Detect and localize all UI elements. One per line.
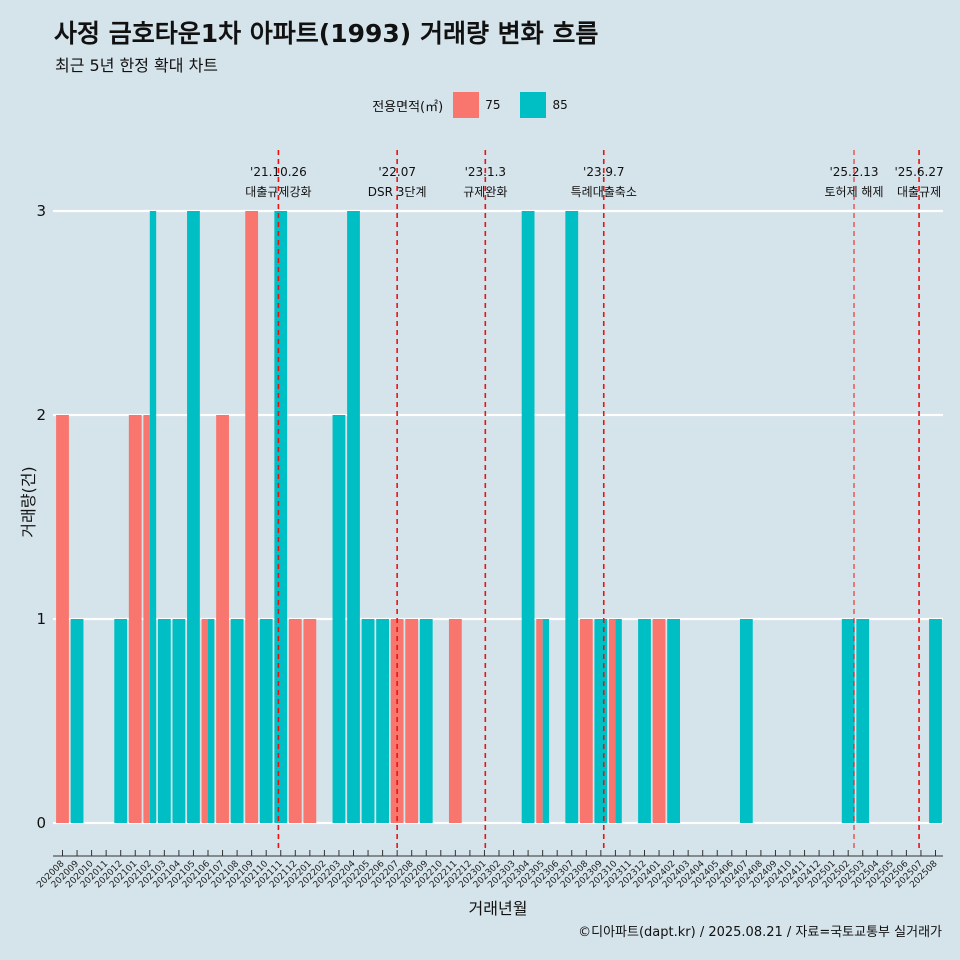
y-tick-label-1: 1 (36, 610, 46, 628)
event-date-2: '22.07 (378, 165, 416, 179)
bar-85-202309 (594, 619, 608, 823)
bar-85-202209 (419, 619, 433, 823)
event-label-2: DSR 3단계 (368, 185, 427, 199)
bar-75-202208 (405, 619, 419, 823)
chart-title: 사정 금호타운1차 아파트(1993) 거래량 변화 흐름 (54, 19, 599, 48)
bar-85-202503 (856, 619, 870, 823)
bar-85-202009 (70, 619, 84, 823)
bar-75-202008 (56, 415, 69, 823)
legend-item-75: 75 (453, 92, 500, 118)
bar-75-202109 (245, 211, 259, 823)
bar-75-202107 (216, 415, 229, 823)
bar-85-202106 (208, 619, 215, 823)
legend-title: 전용면적(㎡) (372, 99, 444, 115)
bar-75-202106 (201, 619, 208, 823)
legend-item-85: 85 (520, 92, 568, 118)
bar-85-202304 (521, 211, 535, 823)
bar-75-202308 (579, 619, 593, 823)
bar-85-202310 (615, 619, 622, 823)
event-label-4: 특례대출축소 (571, 185, 637, 199)
x-axis-title: 거래년월 (469, 899, 528, 918)
y-tick-label-0: 0 (36, 814, 46, 832)
bar-85-202206 (376, 619, 389, 823)
legend-label-85: 85 (552, 98, 568, 112)
bar-85-202105 (187, 211, 200, 823)
legend-key-85 (520, 92, 547, 118)
event-date-6: '25.6.27 (895, 165, 944, 179)
bar-75-202211 (448, 619, 462, 823)
bar-75-202401 (652, 619, 666, 823)
bar-85-202203 (332, 415, 346, 823)
y-tick-label-2: 2 (36, 406, 46, 424)
bar-85-202307 (565, 211, 579, 823)
event-label-6: 대출규제 (897, 185, 941, 199)
bar-75-202310 (609, 619, 616, 823)
bar-85-202104 (172, 619, 186, 823)
chart-subtitle: 최근 5년 한정 확대 차트 (55, 56, 219, 75)
bar-85-202108 (230, 619, 244, 823)
event-date-5: '25.2.13 (829, 165, 878, 179)
event-label-3: 규제완화 (463, 185, 507, 199)
event-date-1: '21.10.26 (250, 165, 307, 179)
y-axis-title: 거래량(건) (19, 466, 38, 537)
bar-75-202201 (303, 619, 317, 823)
bar-85-202110 (259, 619, 273, 823)
source-caption: ©디아파트(dapt.kr) / 2025.08.21 / 자료=국토교통부 실… (578, 925, 942, 940)
event-label-5: 토허제 해제 (825, 185, 884, 199)
event-date-3: '23.1.3 (465, 165, 506, 179)
event-label-1: 대출규제강화 (245, 185, 311, 199)
y-tick-label-3: 3 (36, 202, 46, 220)
bar-85-202508 (929, 619, 942, 823)
bar-85-202012 (114, 619, 128, 823)
bar-75-202112 (288, 619, 302, 823)
legend-label-75: 75 (485, 98, 501, 112)
bar-75-202305 (536, 619, 543, 823)
bar-85-202204 (347, 211, 360, 823)
legend-key-75 (453, 92, 480, 118)
bar-85-202111 (274, 211, 288, 823)
bar-85-202407 (739, 619, 753, 823)
event-date-4: '23.9.7 (583, 165, 624, 179)
bar-85-202502 (841, 619, 855, 823)
bar-85-202103 (157, 619, 171, 823)
bar-85-202402 (667, 619, 680, 823)
bar-85-202205 (361, 619, 375, 823)
bar-85-202305 (542, 619, 550, 823)
legend: 전용면적(㎡) 75 85 (0, 92, 960, 118)
bar-85-202102 (149, 211, 157, 823)
bar-75-202102 (143, 415, 150, 823)
bar-85-202312 (638, 619, 651, 823)
bar-75-202101 (128, 415, 142, 823)
